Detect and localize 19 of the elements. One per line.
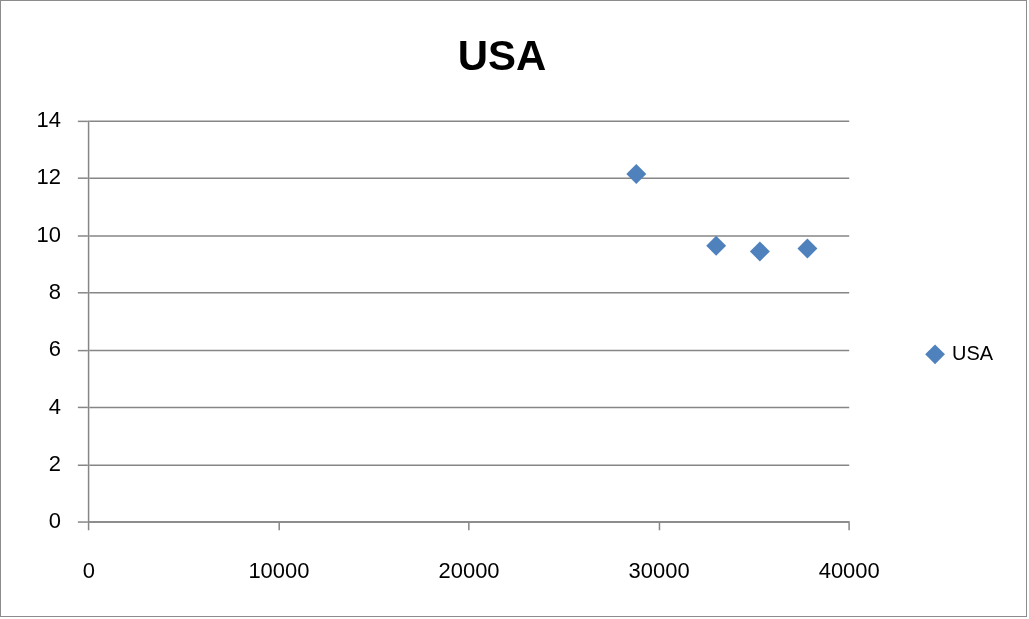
point	[797, 238, 818, 259]
x-tick-label: 40000	[818, 558, 880, 584]
chart-title: USA	[457, 31, 547, 79]
x-tick-label: 30000	[628, 558, 690, 584]
y-tick-label: 2	[48, 451, 61, 477]
point	[626, 164, 647, 185]
y-tick-label: 8	[48, 279, 61, 305]
y-tick-label: 6	[48, 336, 61, 362]
y-tick-label: 4	[48, 393, 61, 419]
x-tick-label: 20000	[438, 558, 500, 584]
y-tick-label: 0	[48, 508, 61, 534]
y-tick-label: 12	[36, 164, 61, 190]
legend-label: USA	[952, 341, 994, 364]
y-tick-label: 10	[36, 221, 61, 247]
y-tick-label: 14	[36, 107, 61, 133]
point	[749, 241, 770, 262]
x-tick-label: 0	[82, 558, 95, 584]
x-tick-label: 10000	[248, 558, 310, 584]
point	[706, 235, 727, 256]
